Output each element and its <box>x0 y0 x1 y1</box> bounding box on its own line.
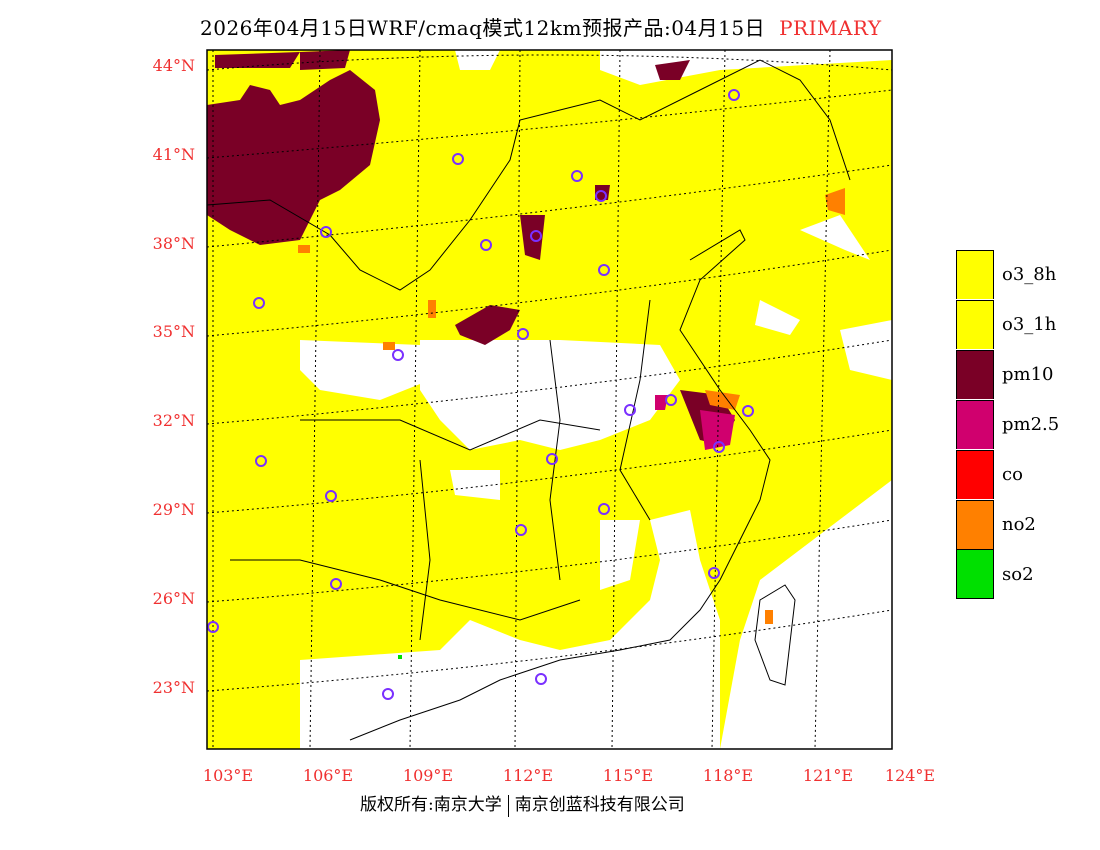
lon-label: 121°E <box>802 766 854 785</box>
city-marker <box>325 490 337 502</box>
copyright-right: 南京创蓝科技有限公司 <box>514 795 685 815</box>
lat-label: 26°N <box>152 589 195 608</box>
city-marker <box>598 264 610 276</box>
city-marker <box>320 226 332 238</box>
legend-label: pm2.5 <box>1002 413 1060 435</box>
city-marker <box>708 567 720 579</box>
primary-tag: PRIMARY <box>779 16 882 40</box>
legend-item: no2 <box>956 499 1059 549</box>
no2-areas <box>298 188 845 624</box>
city-marker <box>255 455 267 467</box>
city-marker <box>530 230 542 242</box>
legend-label: so2 <box>1002 563 1034 585</box>
city-marker <box>452 153 464 165</box>
city-marker <box>742 405 754 417</box>
lon-label: 103°E <box>202 766 254 785</box>
legend-swatch <box>956 249 994 299</box>
legend-item: pm2.5 <box>956 399 1059 449</box>
legend-item: o3_1h <box>956 299 1059 349</box>
legend-label: no2 <box>1002 513 1036 535</box>
legend-label: pm10 <box>1002 363 1054 385</box>
copyright-left: 版权所有:南京大学 <box>360 795 502 815</box>
city-marker <box>713 441 725 453</box>
city-marker <box>382 688 394 700</box>
city-marker <box>571 170 583 182</box>
lat-label: 32°N <box>152 411 195 430</box>
legend-swatch <box>956 349 994 399</box>
legend-item: o3_8h <box>956 249 1059 299</box>
city-marker <box>535 673 547 685</box>
clean-areas <box>300 50 892 749</box>
lon-label: 109°E <box>402 766 454 785</box>
legend: o3_8h o3_1h pm10 pm2.5 co no2 so2 <box>956 249 1059 599</box>
legend-item: co <box>956 449 1059 499</box>
city-markers <box>207 89 754 700</box>
map-frame <box>206 49 893 750</box>
city-marker <box>517 328 529 340</box>
lon-label: 118°E <box>702 766 754 785</box>
legend-item: so2 <box>956 549 1059 599</box>
city-marker <box>728 89 740 101</box>
city-marker <box>624 404 636 416</box>
lat-label: 41°N <box>152 145 195 164</box>
lon-label: 124°E <box>884 766 936 785</box>
lat-label: 44°N <box>152 56 195 75</box>
lat-label: 23°N <box>152 678 195 697</box>
legend-label: o3_8h <box>1002 263 1057 285</box>
city-marker <box>665 394 677 406</box>
legend-item: pm10 <box>956 349 1059 399</box>
lat-label: 38°N <box>152 234 195 253</box>
boundaries <box>206 59 851 741</box>
legend-swatch <box>956 549 994 599</box>
legend-swatch <box>956 449 994 499</box>
city-marker <box>515 524 527 536</box>
city-marker <box>392 349 404 361</box>
city-marker <box>207 621 219 633</box>
lon-label: 112°E <box>502 766 554 785</box>
copyright-footer: 版权所有:南京大学 南京创蓝科技有限公司 <box>360 790 685 817</box>
lat-label: 35°N <box>152 322 195 341</box>
city-marker <box>253 297 265 309</box>
city-marker <box>480 239 492 251</box>
so2-spot <box>398 655 402 659</box>
graticule <box>206 49 893 750</box>
legend-swatch <box>956 499 994 549</box>
title-text: 2026年04月15日WRF/cmaq模式12km预报产品:04月15日 <box>200 16 766 40</box>
lon-label: 106°E <box>302 766 354 785</box>
city-marker <box>598 503 610 515</box>
city-marker <box>546 453 558 465</box>
legend-swatch <box>956 299 994 349</box>
city-marker <box>330 578 342 590</box>
legend-swatch <box>956 399 994 449</box>
lat-label: 29°N <box>152 500 195 519</box>
legend-label: o3_1h <box>1002 313 1057 335</box>
footer-divider <box>507 794 509 817</box>
map-title: 2026年04月15日WRF/cmaq模式12km预报产品:04月15日 PRIM… <box>200 12 882 41</box>
city-marker <box>595 190 607 202</box>
legend-label: co <box>1002 463 1023 485</box>
lon-label: 115°E <box>602 766 654 785</box>
